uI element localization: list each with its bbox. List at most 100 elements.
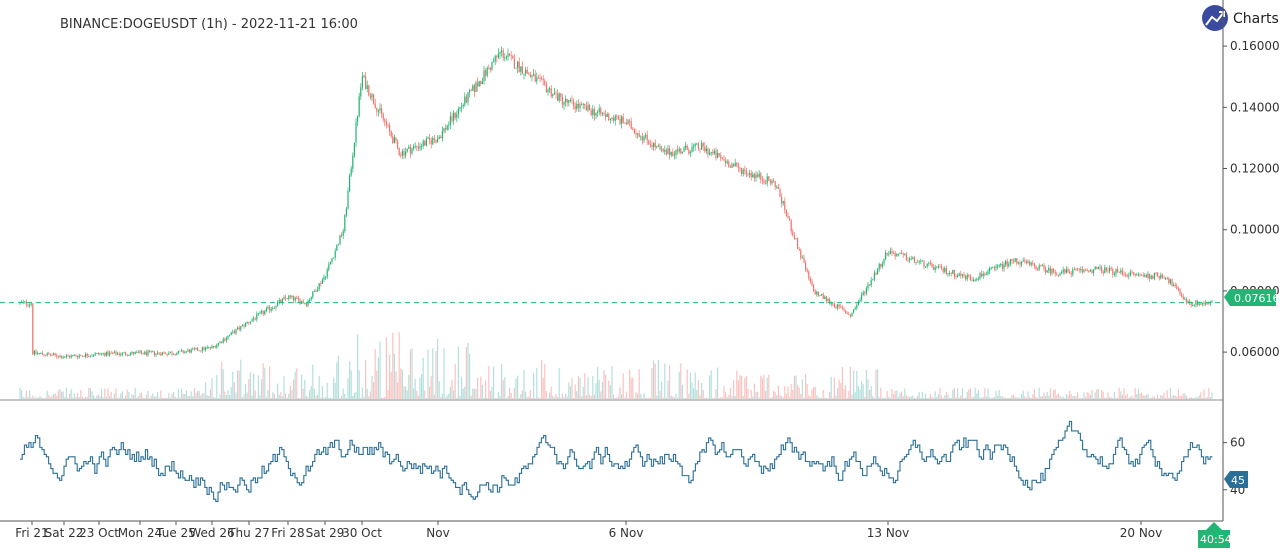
volume-bar [262, 363, 264, 399]
candle-body [669, 148, 671, 156]
candle-body [1096, 267, 1098, 269]
volume-bar [561, 393, 563, 399]
volume-bar [91, 391, 93, 399]
volume-bar [376, 370, 378, 399]
brand-logo[interactable]: Charts p [1202, 5, 1280, 31]
candle-body [155, 353, 157, 355]
candle-body [429, 137, 431, 140]
volume-bar [592, 375, 594, 399]
volume-bar [197, 390, 199, 399]
candle-body [950, 272, 952, 274]
candle-body [403, 151, 405, 156]
candle-body [883, 259, 885, 264]
candle-body [864, 292, 866, 294]
candle-body [277, 302, 279, 307]
volume-bar [1099, 397, 1101, 399]
volume-bar [24, 397, 26, 399]
volume-bar [680, 363, 682, 399]
volume-bar [443, 348, 445, 399]
candle-body [302, 301, 304, 304]
candle-body [88, 356, 90, 357]
candle-body [502, 50, 504, 58]
volume-bar [1014, 397, 1016, 399]
volume-bar [523, 369, 525, 399]
volume-bar [1117, 397, 1119, 399]
candle-body [637, 133, 639, 135]
volume-bar [179, 397, 181, 399]
volume-bar [520, 394, 522, 399]
volume-bar [1113, 391, 1115, 399]
volume-bar [528, 396, 530, 399]
volume-bar [656, 395, 658, 399]
volume-bar [577, 376, 579, 399]
candle-body [1040, 265, 1042, 267]
volume-bar [595, 383, 597, 399]
candle-body [1021, 261, 1023, 265]
candle-body [712, 151, 714, 154]
volume-bar [1161, 395, 1163, 399]
candle-body [486, 67, 488, 76]
candle-body [493, 61, 495, 63]
volume-bar [222, 369, 224, 399]
candle-body [824, 296, 826, 299]
candle-body [614, 115, 616, 121]
candle-body [214, 346, 216, 348]
volume-bar [78, 397, 80, 399]
volume-bar [169, 397, 171, 399]
candle-body [334, 250, 336, 258]
candle-body [1072, 269, 1074, 275]
candle-body [565, 98, 567, 103]
candle-body [793, 235, 795, 240]
candle-body [984, 273, 986, 275]
volume-bar [416, 391, 418, 399]
candle-body [571, 99, 573, 101]
candle-body [254, 318, 256, 320]
candle-body [141, 351, 143, 354]
volume-bar [875, 369, 877, 399]
volume-bar [483, 397, 485, 399]
candle-body [630, 121, 632, 129]
candle-body [35, 350, 37, 354]
volume-bar [697, 380, 699, 399]
candle-body [457, 108, 459, 115]
candle-body [507, 53, 509, 57]
candle-body [699, 148, 701, 150]
candle-body [161, 352, 163, 356]
volume-bar [710, 370, 712, 399]
volume-bar [1051, 397, 1053, 399]
volume-bar [702, 389, 704, 399]
candle-body [624, 122, 626, 124]
candle-body [977, 278, 979, 280]
volume-bar [587, 376, 589, 399]
candle-body [918, 261, 920, 263]
volume-bar [142, 397, 144, 399]
candle-body [1129, 271, 1131, 276]
volume-bar [949, 397, 951, 399]
candle-body [782, 201, 784, 204]
volume-bar [1069, 390, 1071, 399]
volume-bar [488, 365, 490, 399]
volume-bar [753, 383, 755, 399]
candle-body [816, 291, 818, 295]
candle-body [731, 164, 733, 168]
candle-body [750, 173, 752, 178]
candle-body [654, 142, 656, 148]
candle-body [749, 173, 751, 175]
volume-bar [557, 396, 559, 399]
candle-body [1185, 298, 1187, 303]
candle-body [806, 269, 808, 272]
candle-body [1105, 267, 1107, 271]
candle-body [909, 258, 911, 261]
volume-bar [57, 390, 59, 399]
candle-body [702, 143, 704, 147]
volume-bar [1049, 388, 1051, 399]
candle-body [829, 299, 831, 304]
volume-bar [398, 332, 400, 399]
volume-bar [909, 397, 911, 399]
volume-bar [1022, 390, 1024, 399]
volume-bar [397, 382, 399, 399]
candle-body [625, 122, 627, 125]
volume-bar [429, 386, 431, 399]
candle-body [64, 357, 66, 358]
